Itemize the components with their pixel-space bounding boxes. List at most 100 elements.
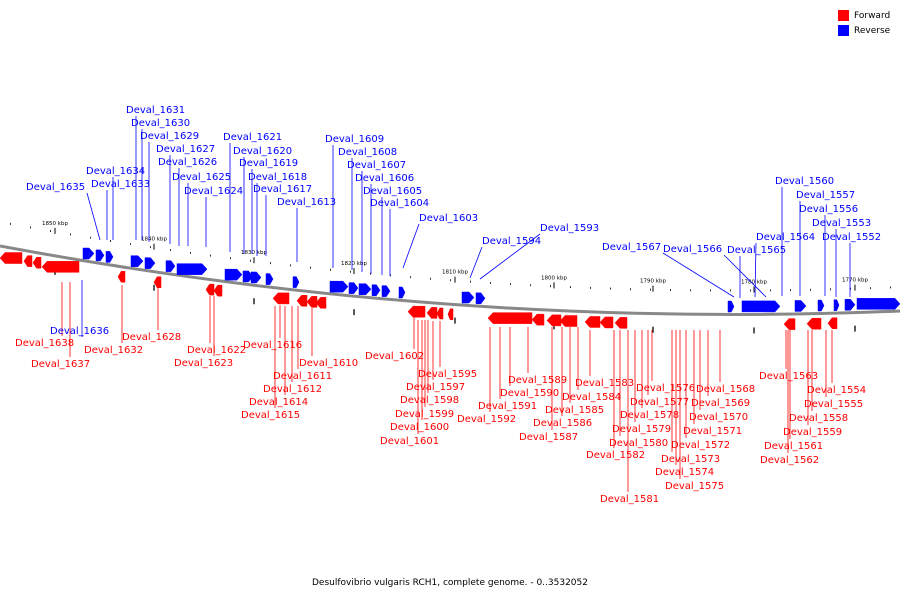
minor-tick <box>870 287 871 290</box>
reverse-gene-feature <box>371 284 381 296</box>
minor-tick <box>510 283 511 286</box>
reverse-gene-feature <box>833 299 840 311</box>
reverse-gene-feature <box>165 260 176 272</box>
leader-line <box>479 233 541 280</box>
minor-tick <box>430 277 431 280</box>
reverse-gene-label: Deval_1566 <box>663 244 722 255</box>
axis-tick-label: 1830 kbp <box>241 250 267 256</box>
gene-features <box>0 247 900 330</box>
minor-tick <box>730 289 731 292</box>
forward-gene-feature <box>153 276 162 288</box>
reverse-gene-label: Deval_1629 <box>140 131 199 142</box>
reverse-gene-feature <box>224 268 243 281</box>
forward-gene-label: Deval_1562 <box>760 455 819 466</box>
forward-gene-label: Deval_1570 <box>689 412 748 423</box>
reverse-gene-feature <box>144 257 156 269</box>
reverse-swatch <box>838 25 849 36</box>
minor-tick <box>530 284 531 287</box>
forward-gene-label: Deval_1600 <box>390 422 449 433</box>
forward-gene-feature <box>614 317 628 329</box>
forward-gene-label: Deval_1577 <box>630 397 689 408</box>
reverse-gene-feature <box>176 263 208 275</box>
leader-line <box>469 246 483 279</box>
legend-item-reverse: Reverse <box>838 23 890 38</box>
forward-gene-feature <box>117 271 126 283</box>
leader-line <box>662 252 735 298</box>
minor-tick <box>90 236 91 239</box>
forward-gene-label: Deval_1583 <box>575 378 634 389</box>
minor-tick <box>570 286 571 289</box>
reverse-gene-label: Deval_1627 <box>156 144 215 155</box>
axis-tick-label: 1820 kbp <box>341 261 367 267</box>
reverse-gene-feature <box>844 299 856 311</box>
reverse-gene-label: Deval_1609 <box>325 134 384 145</box>
forward-gene-feature <box>546 314 562 327</box>
reverse-gene-feature <box>398 286 406 299</box>
minor-tick <box>210 254 211 257</box>
forward-gene-label: Deval_1568 <box>696 384 755 395</box>
reverse-gene-feature <box>727 300 735 313</box>
reverse-gene-feature <box>358 283 372 295</box>
minor-tick <box>710 289 711 292</box>
forward-gene-label: Deval_1591 <box>478 401 537 412</box>
genome-backbone <box>0 244 900 316</box>
forward-gene-label: Deval_1580 <box>609 438 668 449</box>
legend: Forward Reverse <box>838 8 890 38</box>
minor-tick <box>330 268 331 271</box>
minor-tick <box>790 289 791 292</box>
reverse-gene-label: Deval_1631 <box>126 105 185 116</box>
reverse-gene-label: Deval_1635 <box>26 182 85 193</box>
reverse-gene-label: Deval_1564 <box>756 232 815 243</box>
reverse-gene-label: Deval_1560 <box>775 176 834 187</box>
map-caption: Desulfovibrio vulgaris RCH1, complete ge… <box>312 578 588 588</box>
forward-gene-label: Deval_1558 <box>789 413 848 424</box>
forward-swatch <box>838 10 849 21</box>
reverse-gene-label: Deval_1556 <box>799 204 858 215</box>
reverse-gene-label: Deval_1613 <box>277 197 336 208</box>
reverse-gene-feature <box>82 247 95 260</box>
forward-gene-feature <box>584 316 601 328</box>
minor-tick <box>390 274 391 277</box>
forward-gene-label: Deval_1599 <box>395 409 454 420</box>
reverse-gene-feature <box>817 299 825 312</box>
forward-gene-label: Deval_1584 <box>562 392 621 403</box>
minor-tick <box>450 279 451 282</box>
minor-tick <box>830 288 831 291</box>
minor-tick <box>410 276 411 279</box>
forward-gene-label: Deval_1614 <box>249 397 308 408</box>
forward-gene-label: Deval_1610 <box>299 358 358 369</box>
legend-forward-label: Forward <box>854 10 891 21</box>
forward-gene-label: Deval_1592 <box>457 414 516 425</box>
minor-tick <box>370 272 371 275</box>
reverse-gene-label: Deval_1605 <box>363 186 422 197</box>
forward-gene-label: Deval_1598 <box>400 395 459 406</box>
reverse-gene-feature <box>856 298 900 310</box>
minor-tick <box>290 264 291 267</box>
reverse-gene-feature <box>381 285 391 297</box>
forward-gene-label: Deval_1595 <box>418 369 477 380</box>
forward-gene-label: Deval_1612 <box>263 384 322 395</box>
reverse-gene-label: Deval_1620 <box>233 146 292 157</box>
forward-gene-label: Deval_1615 <box>241 410 300 421</box>
reverse-gene-label: Deval_1617 <box>253 184 312 195</box>
forward-gene-label: Deval_1572 <box>671 440 730 451</box>
legend-reverse-label: Reverse <box>854 25 891 36</box>
forward-gene-feature <box>41 261 80 273</box>
reverse-gene-label: Deval_1593 <box>540 223 599 234</box>
forward-gene-feature <box>447 308 454 321</box>
minor-tick <box>590 286 591 289</box>
reverse-gene-label: Deval_1603 <box>419 213 478 224</box>
minor-tick <box>10 222 11 225</box>
leader-line <box>754 242 757 298</box>
minor-tick <box>670 288 671 291</box>
forward-gene-feature <box>426 307 438 319</box>
reverse-gene-label: Deval_1594 <box>482 236 541 247</box>
forward-gene-feature <box>783 318 796 330</box>
minor-tick <box>170 249 171 252</box>
forward-gene-label: Deval_1622 <box>187 345 246 356</box>
forward-gene-label: Deval_1637 <box>31 359 90 370</box>
minor-tick <box>250 259 251 262</box>
minor-tick <box>750 289 751 292</box>
reverse-gene-feature <box>105 251 114 263</box>
